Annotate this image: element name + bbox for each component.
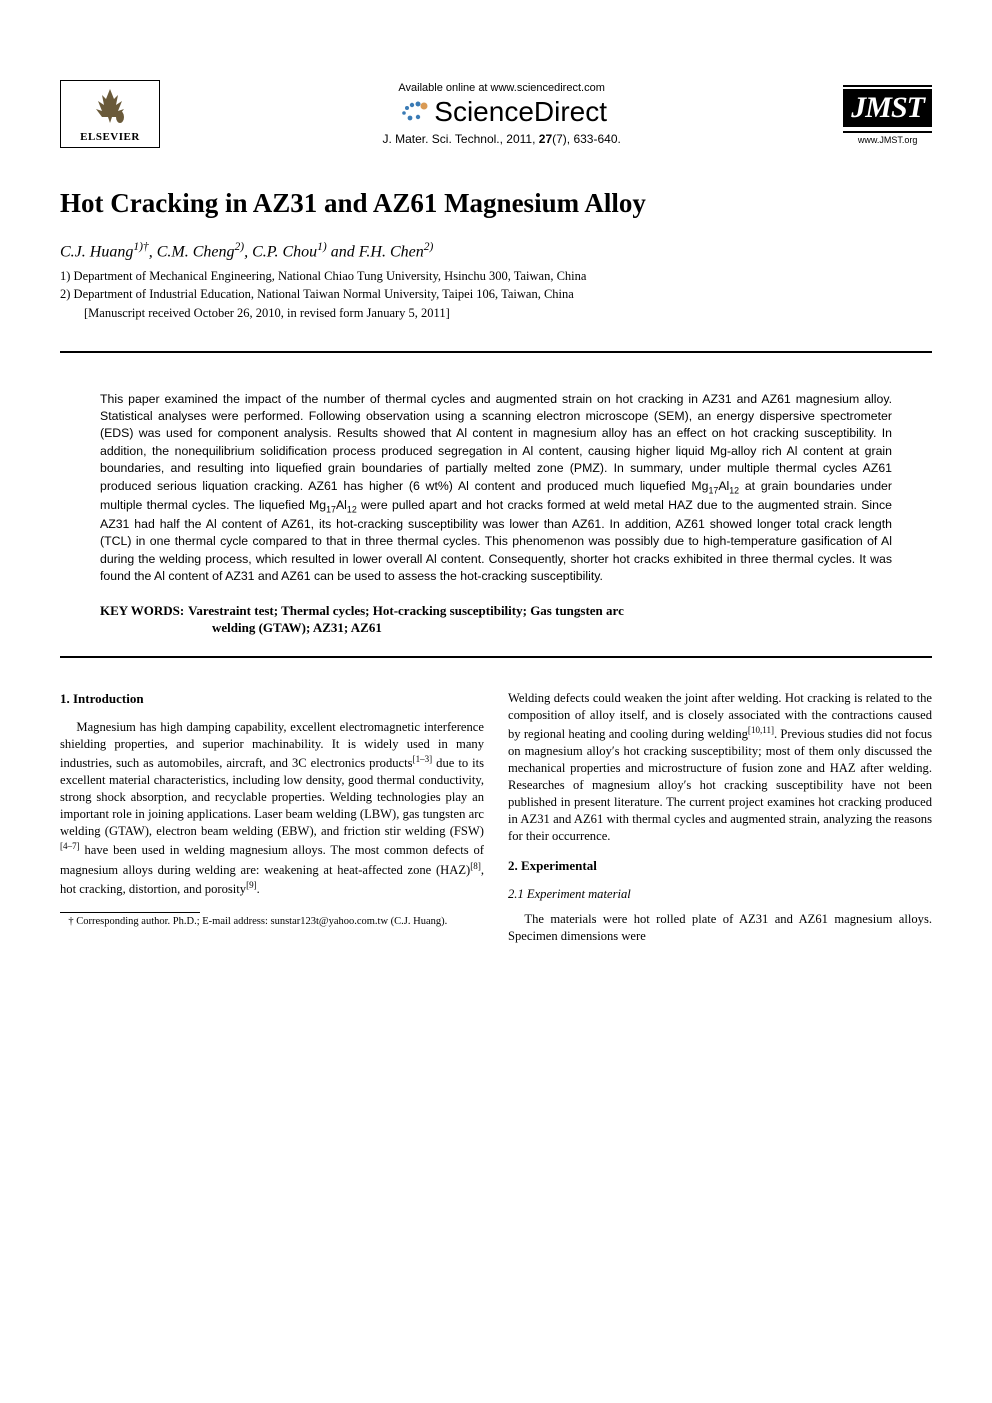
rule-bottom bbox=[60, 656, 932, 658]
column-right: Welding defects could weaken the joint a… bbox=[508, 690, 932, 946]
sd-logo-row: ScienceDirect bbox=[382, 96, 620, 128]
header-row: ELSEVIER Available online at www.science… bbox=[60, 80, 932, 148]
exp-para-1: The materials were hot rolled plate of A… bbox=[508, 911, 932, 945]
jmst-logo-block: JMST www.JMST.org bbox=[843, 83, 932, 145]
sd-journal-line: J. Mater. Sci. Technol., 2011, 27(7), 63… bbox=[382, 132, 620, 146]
elsevier-text: ELSEVIER bbox=[71, 131, 149, 143]
subsection-exp-material: 2.1 Experiment material bbox=[508, 886, 932, 903]
sd-dots-icon bbox=[396, 100, 430, 124]
affiliation-1: 1) Department of Mechanical Engineering,… bbox=[60, 267, 932, 285]
elsevier-tree-icon bbox=[71, 87, 149, 131]
keywords-label: KEY WORDS: bbox=[100, 603, 184, 618]
column-left: 1. Introduction Magnesium has high dampi… bbox=[60, 690, 484, 946]
abstract-text: This paper examined the impact of the nu… bbox=[60, 381, 932, 596]
section-intro-head: 1. Introduction bbox=[60, 690, 484, 708]
sciencedirect-block: Available online at www.sciencedirect.co… bbox=[382, 82, 620, 146]
keywords-line1: Varestraint test; Thermal cycles; Hot-cr… bbox=[188, 603, 624, 618]
body-columns: 1. Introduction Magnesium has high dampi… bbox=[60, 690, 932, 946]
author-line: C.J. Huang1)†, C.M. Cheng2), C.P. Chou1)… bbox=[60, 241, 932, 261]
affiliation-2: 2) Department of Industrial Education, N… bbox=[60, 285, 932, 303]
sd-available-text: Available online at www.sciencedirect.co… bbox=[382, 82, 620, 94]
jmst-top-rule bbox=[843, 85, 932, 87]
footnote-rule bbox=[60, 912, 200, 913]
jmst-logo-text: JMST bbox=[843, 89, 932, 129]
keywords-line2: welding (GTAW); AZ31; AZ61 bbox=[100, 620, 892, 636]
section-exp-head: 2. Experimental bbox=[508, 857, 932, 875]
jmst-url: www.JMST.org bbox=[843, 135, 932, 145]
intro-para-1: Magnesium has high damping capability, e… bbox=[60, 719, 484, 898]
elsevier-logo: ELSEVIER bbox=[60, 80, 160, 148]
jmst-bottom-rule bbox=[843, 131, 932, 133]
page-title: Hot Cracking in AZ31 and AZ61 Magnesium … bbox=[60, 188, 932, 219]
keywords-block: KEY WORDS: Varestraint test; Thermal cyc… bbox=[60, 596, 932, 646]
footnote-corresponding: † Corresponding author. Ph.D.; E-mail ad… bbox=[60, 915, 484, 929]
intro-para-right: Welding defects could weaken the joint a… bbox=[508, 690, 932, 845]
sd-brand-text: ScienceDirect bbox=[434, 96, 607, 128]
rule-top bbox=[60, 351, 932, 353]
manuscript-received: [Manuscript received October 26, 2010, i… bbox=[84, 306, 932, 321]
